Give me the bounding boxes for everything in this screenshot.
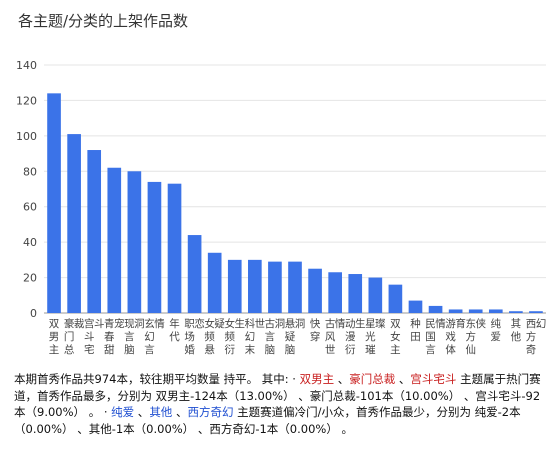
bar[interactable] xyxy=(328,272,342,313)
x-tick-label: 现言脑洞 xyxy=(124,318,145,356)
bar[interactable] xyxy=(207,252,222,313)
x-tick-label: 悬疑脑洞 xyxy=(285,318,306,356)
bar[interactable] xyxy=(468,309,483,313)
x-tick-label: 年代 xyxy=(169,317,180,343)
hot-topic-link[interactable]: 宫斗宅斗 xyxy=(410,372,457,386)
x-tick-label: 快穿 xyxy=(310,318,321,343)
y-tick-label: 100 xyxy=(16,130,37,143)
x-tick-label: 职场婚恋 xyxy=(184,317,205,356)
bar[interactable] xyxy=(488,309,503,313)
cold-topic-link[interactable]: 纯爱 xyxy=(111,405,135,419)
x-tick-label: 青春甜宠 xyxy=(104,317,125,356)
bar[interactable] xyxy=(187,235,202,313)
bar[interactable] xyxy=(529,311,543,313)
x-tick-label: 古风世情 xyxy=(325,317,346,356)
x-tick-label: 动漫衍生 xyxy=(345,317,366,356)
bars xyxy=(47,93,543,313)
bar[interactable] xyxy=(127,171,142,313)
x-tick-label: 纯爱 xyxy=(491,317,502,343)
x-tick-label: 星光璀璨 xyxy=(365,317,386,356)
y-tick-label: 80 xyxy=(23,165,37,178)
y-tick-label: 120 xyxy=(16,94,37,107)
x-tick-label: 玄幻言情 xyxy=(144,317,165,356)
summary-part: 本期首秀作品共974本，较往期平均数量 持平。 其中: · xyxy=(14,372,300,386)
bar[interactable] xyxy=(167,183,182,313)
x-tick-label: 其他 xyxy=(511,318,522,343)
summary-part: 、 xyxy=(395,372,411,386)
chart-title: 各主题/分类的上架作品数 xyxy=(18,12,189,30)
x-tick-label: 双女主 xyxy=(390,318,401,356)
y-tick-label: 0 xyxy=(30,307,37,320)
bar[interactable] xyxy=(248,259,262,313)
y-tick-label: 40 xyxy=(23,236,37,249)
x-tick-label: 女频悬疑 xyxy=(204,317,225,356)
x-tick-label: 双男主 xyxy=(49,318,60,356)
cold-topic-link[interactable]: 西方奇幻 xyxy=(187,405,234,419)
x-tick-label: 科幻末世 xyxy=(245,317,266,356)
y-tick-label: 20 xyxy=(23,272,37,285)
bar[interactable] xyxy=(308,268,322,313)
bar[interactable] xyxy=(388,284,403,313)
bar[interactable] xyxy=(67,134,81,313)
bar[interactable] xyxy=(288,261,302,313)
hot-topic-link[interactable]: 豪门总裁 xyxy=(349,372,396,386)
summary-part: 、 xyxy=(172,405,188,419)
x-tick-label: 西方奇幻 xyxy=(526,317,547,356)
bar[interactable] xyxy=(428,305,443,313)
summary-part: 主题属于热门赛道，首秀作品最多，分别为 双男主-124本（13.00%） 、豪门… xyxy=(14,372,541,419)
summary-part: 、 xyxy=(134,405,150,419)
summary-part: 主题赛道偏冷门/小众，首秀作品最少，分别为 纯爱-2本（0.00%） 、其他-1… xyxy=(14,405,521,436)
bar[interactable] xyxy=(107,167,122,313)
y-axis-ticks: 0 20 40 60 80 100 120 140 xyxy=(16,59,37,320)
bar[interactable] xyxy=(268,261,282,313)
bar[interactable] xyxy=(509,311,523,313)
bar[interactable] xyxy=(147,181,162,313)
bar[interactable] xyxy=(408,300,423,313)
x-tick-label: 女频衍生 xyxy=(225,317,246,356)
cold-topic-link[interactable]: 其他 xyxy=(149,405,173,419)
bar[interactable] xyxy=(368,277,383,313)
x-tick-label: 种田 xyxy=(410,317,421,343)
bar[interactable] xyxy=(87,150,102,313)
hot-topic-link[interactable]: 双男主 xyxy=(299,372,335,386)
bar[interactable] xyxy=(448,309,463,313)
x-tick-label: 东方仙侠 xyxy=(465,317,486,356)
x-tick-label: 民国言情 xyxy=(425,317,446,356)
bar[interactable] xyxy=(227,259,242,313)
summary-part: 、 xyxy=(334,372,350,386)
x-tick-label: 宫斗宅斗 xyxy=(84,317,105,356)
summary-text: 本期首秀作品共974本，较往期平均数量 持平。 其中: · 双男主 、豪门总裁 … xyxy=(14,371,550,437)
x-tick-label: 古言脑洞 xyxy=(265,317,286,356)
x-tick-label: 豪门总裁 xyxy=(64,317,85,356)
x-tick-label: 游戏体育 xyxy=(445,317,466,356)
y-tick-label: 60 xyxy=(23,201,37,214)
bar[interactable] xyxy=(47,93,61,313)
y-tick-label: 140 xyxy=(16,59,37,72)
bar[interactable] xyxy=(348,274,363,313)
